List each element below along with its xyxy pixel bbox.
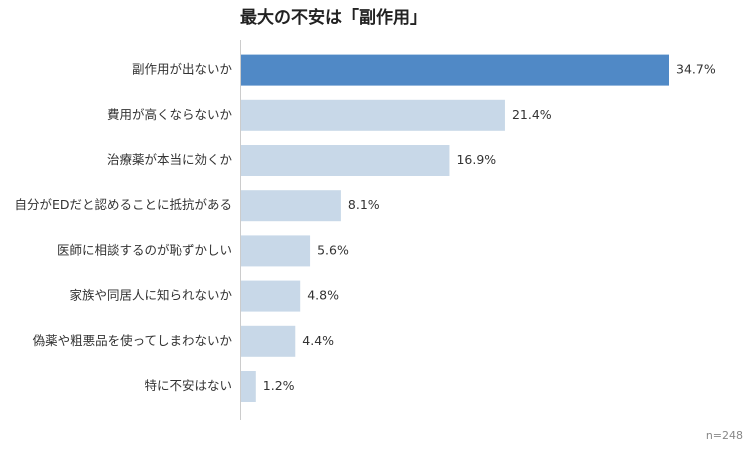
sample-note: n=248 xyxy=(706,429,743,442)
value-label: 1.2% xyxy=(263,378,295,393)
category-label: 自分がEDだと認めることに抵抗がある xyxy=(14,197,232,212)
chart-title: 最大の不安は「副作用」 xyxy=(240,7,427,28)
value-label: 4.4% xyxy=(302,333,334,348)
value-label: 5.6% xyxy=(317,242,349,257)
value-label: 16.9% xyxy=(456,152,496,167)
bar xyxy=(241,54,669,86)
bar xyxy=(241,145,450,176)
bar xyxy=(241,325,296,357)
bar xyxy=(241,235,311,267)
value-label: 21.4% xyxy=(512,107,552,122)
category-label: 副作用が出ないか xyxy=(132,62,233,77)
bar xyxy=(241,190,341,222)
value-label: 34.7% xyxy=(676,62,716,77)
category-label: 治療薬が本当に効くか xyxy=(107,152,233,167)
value-label: 8.1% xyxy=(348,197,380,212)
category-label: 家族や同居人に知られないか xyxy=(69,288,232,303)
bar xyxy=(241,99,505,131)
bar xyxy=(241,280,301,312)
category-label: 特に不安はない xyxy=(144,378,232,393)
bar xyxy=(241,371,256,402)
category-label: 偽薬や粗悪品を使ってしまわないか xyxy=(33,333,233,348)
value-label: 4.8% xyxy=(307,288,339,303)
category-label: 医師に相談するのが恥ずかしい xyxy=(57,242,232,257)
category-label: 費用が高くならないか xyxy=(107,107,233,122)
